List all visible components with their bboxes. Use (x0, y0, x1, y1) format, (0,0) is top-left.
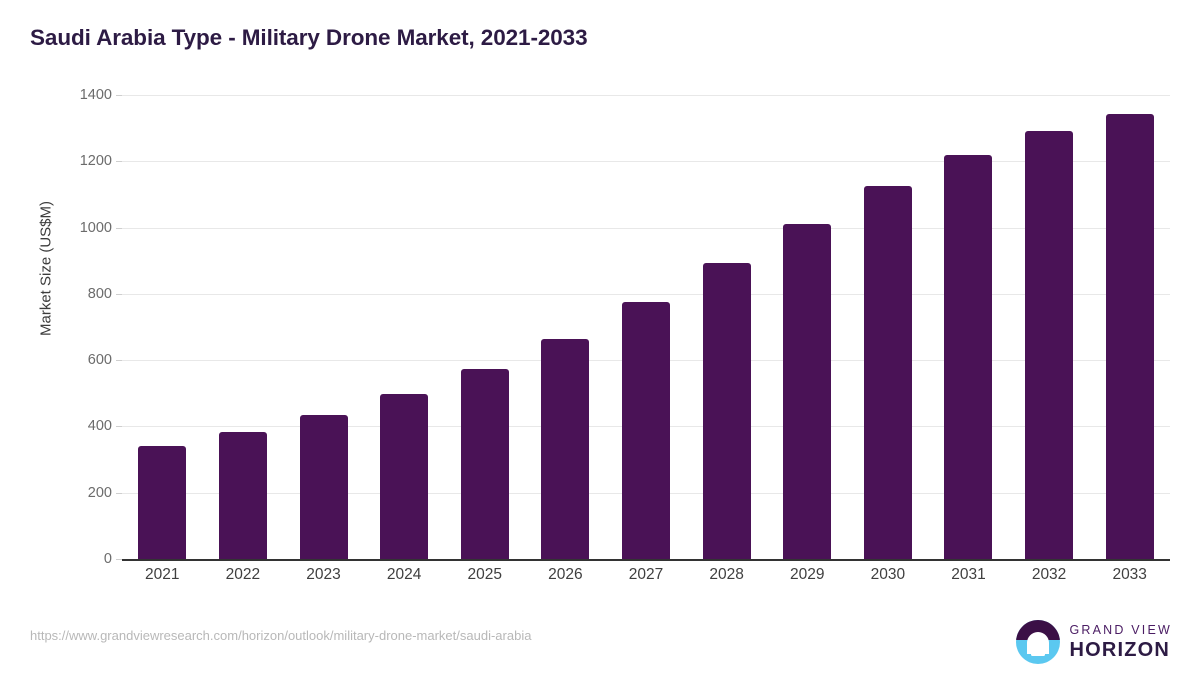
bar-2022[interactable] (218, 432, 267, 559)
bar-2027[interactable] (622, 302, 670, 559)
y-tick-mark (116, 360, 122, 362)
y-tick-label: 600 (87, 352, 112, 369)
gridline (122, 95, 1170, 96)
logo-top-text: GRAND VIEW (1069, 622, 1172, 637)
bar-2021[interactable] (138, 446, 187, 559)
gridline (122, 293, 1170, 295)
y-tick-label: 1000 (79, 219, 112, 236)
bar-2025[interactable] (460, 369, 509, 559)
x-tick-label: 2021 (145, 566, 180, 583)
horizon-sun-icon (1016, 620, 1061, 664)
x-tick-label: 2032 (1031, 566, 1067, 583)
bar-2033[interactable] (1105, 113, 1154, 559)
bar-2029[interactable] (783, 223, 832, 559)
logo-line-lower (1031, 652, 1046, 656)
bar-2028[interactable] (702, 263, 751, 559)
x-tick-label: 2026 (548, 566, 583, 583)
bar-2023[interactable] (299, 414, 348, 559)
logo-line-upper (1027, 646, 1050, 650)
source-url[interactable]: https://www.grandviewresearch.com/horizo… (30, 628, 532, 643)
logo-wordmark: GRAND VIEW HORIZON (1069, 624, 1172, 661)
y-tick-label: 400 (87, 418, 112, 435)
y-tick-label: 200 (87, 484, 112, 501)
logo-dome-shape (1027, 632, 1050, 655)
bar-2026[interactable] (541, 338, 590, 559)
x-axis-line (122, 559, 1170, 561)
grand-view-horizon-logo[interactable]: GRAND VIEW HORIZON (1016, 620, 1172, 664)
y-tick-mark (116, 227, 122, 229)
y-tick-mark (116, 161, 122, 163)
gridline (122, 161, 1170, 163)
x-tick-label: 2028 (709, 566, 744, 583)
x-tick-label: 2027 (628, 566, 664, 583)
x-tick-label: 2030 (870, 566, 906, 583)
logo-bottom-text: HORIZON (1069, 639, 1171, 662)
bar-2030[interactable] (863, 186, 912, 559)
bar-2032[interactable] (1025, 131, 1074, 559)
x-tick-label: 2022 (225, 566, 261, 583)
y-axis-ticks: 0 200 400 600 800 1000 1200 1400 (50, 0, 112, 675)
x-tick-label: 2025 (467, 566, 503, 583)
x-tick-label: 2033 (1112, 566, 1147, 583)
page-title: Saudi Arabia Type - Military Drone Marke… (30, 25, 588, 50)
y-tick-label: 800 (87, 285, 112, 302)
x-tick-label: 2029 (789, 566, 825, 583)
logo-sky-half (1016, 620, 1061, 641)
y-tick-mark (116, 95, 122, 96)
y-tick-mark (116, 559, 122, 560)
y-tick-label: 0 (103, 551, 112, 567)
x-tick-label: 2023 (306, 566, 341, 583)
y-tick-mark (116, 492, 122, 494)
y-tick-mark (116, 426, 122, 428)
y-tick-mark (116, 293, 122, 295)
y-tick-label: 1400 (79, 87, 112, 103)
gridline (122, 227, 1170, 229)
y-tick-label: 1200 (79, 153, 112, 170)
x-tick-label: 2024 (386, 566, 422, 583)
bar-2031[interactable] (944, 154, 993, 559)
bar-2024[interactable] (380, 394, 429, 559)
x-tick-label: 2031 (951, 566, 986, 583)
